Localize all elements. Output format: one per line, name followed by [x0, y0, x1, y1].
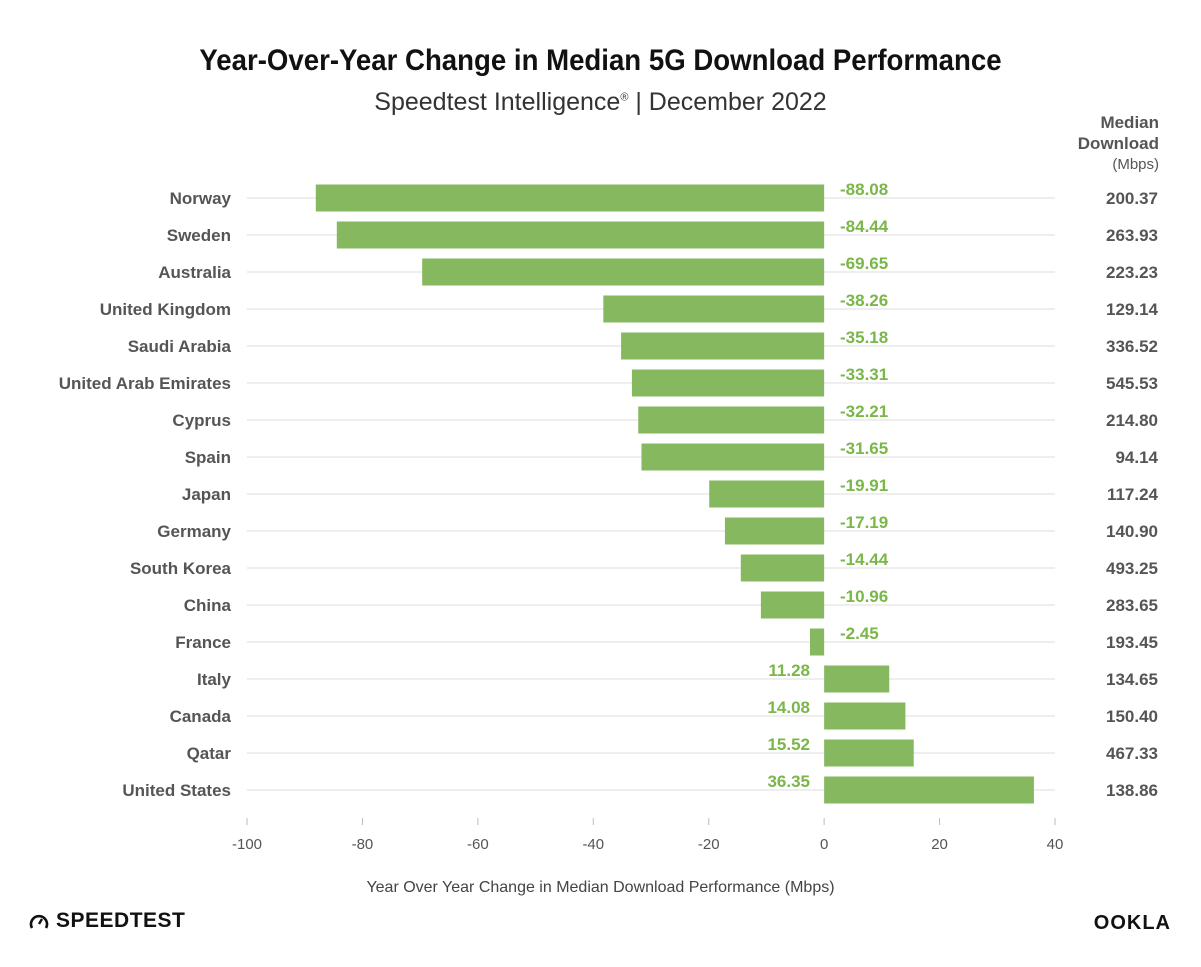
subtitle-source: Speedtest Intelligence: [374, 88, 621, 116]
bar: [422, 258, 825, 286]
category-label: France: [175, 633, 231, 652]
data-label: -31.65: [840, 439, 888, 458]
median-download-value: 117.24: [1107, 485, 1159, 504]
bar: [760, 591, 825, 619]
md-header-unit: (Mbps): [1112, 156, 1159, 173]
data-label: -33.31: [840, 365, 888, 384]
speedtest-wordmark: SPEEDTEST: [56, 909, 186, 932]
category-label: United States: [122, 781, 231, 800]
median-download-value: 134.65: [1106, 670, 1158, 689]
x-tick-label: 40: [1047, 836, 1064, 853]
bar: [824, 702, 906, 730]
data-label: -10.96: [840, 587, 888, 606]
bar: [631, 369, 825, 397]
bar: [724, 517, 825, 545]
category-label: Australia: [158, 263, 231, 282]
median-download-value: 214.80: [1106, 411, 1158, 430]
md-header-line1: Median: [1100, 113, 1159, 132]
category-label: Cyprus: [172, 411, 231, 430]
md-header-line2: Download: [1077, 134, 1159, 153]
median-download-value: 94.14: [1115, 448, 1158, 467]
ookla-logo: OOKLA: [1093, 912, 1171, 934]
category-label: Qatar: [187, 744, 232, 763]
category-label: Italy: [197, 670, 232, 689]
category-label: United Kingdom: [100, 300, 231, 319]
chart-title: Year-Over-Year Change in Median 5G Downl…: [199, 44, 1002, 77]
x-tick-label: -80: [352, 836, 374, 853]
data-label: -69.65: [840, 254, 888, 273]
median-download-value: 223.23: [1106, 263, 1158, 282]
speedometer-icon: [29, 914, 49, 929]
data-label: 14.08: [767, 698, 810, 717]
bar: [824, 739, 914, 767]
bar: [315, 184, 825, 212]
subtitle-date: | December 2022: [628, 88, 827, 116]
x-tick-label: -20: [698, 836, 720, 853]
data-label: 36.35: [767, 772, 810, 791]
x-tick-label: 20: [931, 836, 948, 853]
bar: [709, 480, 825, 508]
median-download-value: 493.25: [1106, 559, 1158, 578]
registered-mark: ®: [620, 91, 629, 104]
data-label: -84.44: [840, 217, 889, 236]
median-download-value: 283.65: [1106, 596, 1158, 615]
data-label: -17.19: [840, 513, 888, 532]
median-download-value: 336.52: [1106, 337, 1158, 356]
category-label: Canada: [170, 707, 232, 726]
median-download-header: Median Download (Mbps): [1078, 112, 1159, 175]
bar: [603, 295, 825, 323]
data-label: -19.91: [840, 476, 888, 495]
x-tick-label: 0: [820, 836, 828, 853]
median-download-value: 193.45: [1106, 633, 1158, 652]
x-axis-label: Year Over Year Change in Median Download…: [366, 879, 835, 896]
median-download-value: 545.53: [1106, 374, 1158, 393]
data-label: 15.52: [767, 735, 810, 754]
category-label: China: [184, 596, 232, 615]
data-label: -35.18: [840, 328, 888, 347]
bar: [641, 443, 825, 471]
bar: [336, 221, 825, 249]
median-download-value: 263.93: [1106, 226, 1158, 245]
category-label: Sweden: [167, 226, 231, 245]
category-label: Spain: [185, 448, 231, 467]
data-label: -38.26: [840, 291, 888, 310]
x-tick-label: -100: [232, 836, 262, 853]
x-tick-label: -40: [582, 836, 604, 853]
x-tick-label: -60: [467, 836, 489, 853]
median-download-value: 467.33: [1106, 744, 1158, 763]
data-label: -2.45: [840, 624, 879, 643]
median-download-value: 138.86: [1106, 781, 1158, 800]
category-label: Norway: [170, 189, 232, 208]
data-label: 11.28: [768, 661, 810, 680]
speedtest-logo: SPEEDTEST: [28, 909, 185, 933]
chart-subtitle: Speedtest Intelligence® | December 2022: [0, 88, 1201, 117]
category-label: United Arab Emirates: [59, 374, 231, 393]
bar: [621, 332, 825, 360]
median-download-value: 140.90: [1106, 522, 1158, 541]
category-label: Germany: [157, 522, 231, 541]
data-label: -14.44: [840, 550, 889, 569]
bar: [824, 776, 1034, 804]
bar: [740, 554, 825, 582]
category-label: South Korea: [130, 559, 232, 578]
category-label: Saudi Arabia: [128, 337, 232, 356]
data-label: -32.21: [840, 402, 888, 421]
data-label: -88.08: [840, 180, 888, 199]
bar: [810, 628, 825, 656]
bar: [824, 665, 890, 693]
category-label: Japan: [182, 485, 231, 504]
median-download-value: 200.37: [1106, 189, 1158, 208]
median-download-value: 150.40: [1106, 707, 1158, 726]
bar: [638, 406, 825, 434]
median-download-value: 129.14: [1106, 300, 1159, 319]
